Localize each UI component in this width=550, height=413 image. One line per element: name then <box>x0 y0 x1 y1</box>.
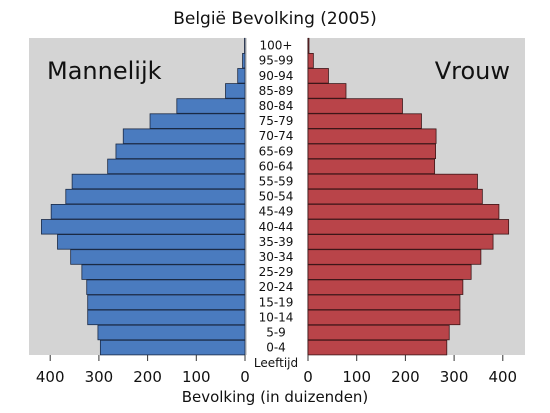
male-label: Mannelijk <box>47 57 162 85</box>
male-tick-label: 200 <box>133 368 162 386</box>
female-bar-15-19 <box>307 294 461 311</box>
male-bar-45-49 <box>50 203 246 220</box>
female-bar-80-84 <box>307 98 403 114</box>
age-label-55-59: 55-59 <box>259 175 294 189</box>
male-bar-55-59 <box>71 173 246 190</box>
female-bar-0-4 <box>307 339 448 356</box>
age-label-10-14: 10-14 <box>259 310 294 324</box>
age-label-60-64: 60-64 <box>259 159 294 173</box>
age-label-40-44: 40-44 <box>259 220 294 234</box>
age-label-75-79: 75-79 <box>259 114 294 128</box>
male-bar-60-64 <box>107 158 246 175</box>
male-bar-85-89 <box>225 83 246 99</box>
female-tick-label: 300 <box>440 368 469 386</box>
male-bar-65-69 <box>115 143 246 160</box>
male-bar-75-79 <box>149 113 246 129</box>
female-bar-25-29 <box>307 264 472 280</box>
chart-title: België Bevolking (2005) <box>173 9 377 29</box>
male-bar-35-39 <box>57 234 246 250</box>
female-bar-40-44 <box>307 219 510 235</box>
female-bar-5-9 <box>307 324 450 341</box>
female-tick-label: 200 <box>391 368 420 386</box>
female-bar-70-74 <box>307 128 437 144</box>
female-bar-45-49 <box>307 203 500 220</box>
age-label-70-74: 70-74 <box>259 129 294 143</box>
age-label-80-84: 80-84 <box>259 99 294 113</box>
male-bar-80-84 <box>176 98 246 114</box>
age-label-95-99: 95-99 <box>259 54 294 68</box>
male-bar-0-4 <box>99 339 246 356</box>
age-label-5-9: 5-9 <box>266 326 286 340</box>
female-bar-10-14 <box>307 309 461 326</box>
age-axis-label: Leeftijd <box>254 356 298 370</box>
age-label-15-19: 15-19 <box>259 295 294 309</box>
male-tick-label: 0 <box>240 368 250 386</box>
x-axis-label: Bevolking (in duizenden) <box>182 388 369 406</box>
female-bar-20-24 <box>307 279 464 295</box>
female-bar-90-94 <box>307 68 329 84</box>
female-bar-30-34 <box>307 249 482 265</box>
male-tick-label: 400 <box>36 368 65 386</box>
female-tick-label: 100 <box>342 368 371 386</box>
age-label-30-34: 30-34 <box>259 250 294 264</box>
male-tick-label: 300 <box>85 368 114 386</box>
male-bar-5-9 <box>97 324 246 341</box>
age-label-0-4: 0-4 <box>266 341 286 355</box>
male-bar-20-24 <box>86 279 246 295</box>
age-label-90-94: 90-94 <box>259 69 294 83</box>
male-bar-95-99 <box>242 53 246 69</box>
female-bar-75-79 <box>307 113 422 129</box>
female-tick-label: 0 <box>303 368 313 386</box>
age-label-65-69: 65-69 <box>259 144 294 158</box>
female-bar-55-59 <box>307 173 478 190</box>
age-label-50-54: 50-54 <box>259 190 294 204</box>
male-tick-label: 100 <box>182 368 211 386</box>
male-bar-30-34 <box>70 249 246 265</box>
female-bar-35-39 <box>307 234 494 250</box>
female-bar-60-64 <box>307 158 436 175</box>
male-bar-50-54 <box>65 188 246 205</box>
female-bar-100+ <box>307 37 310 54</box>
age-label-25-29: 25-29 <box>259 265 294 279</box>
male-bar-40-44 <box>41 219 246 235</box>
age-label-85-89: 85-89 <box>259 84 294 98</box>
age-label-35-39: 35-39 <box>259 235 294 249</box>
age-label-20-24: 20-24 <box>259 280 294 294</box>
female-bar-85-89 <box>307 83 347 99</box>
male-bar-15-19 <box>87 294 246 311</box>
female-bar-65-69 <box>307 143 436 160</box>
female-label: Vrouw <box>435 57 510 85</box>
age-label-45-49: 45-49 <box>259 205 294 219</box>
female-tick-label: 400 <box>488 368 517 386</box>
female-bar-95-99 <box>307 53 314 69</box>
male-bar-70-74 <box>122 128 246 144</box>
male-bar-25-29 <box>81 264 246 280</box>
female-bar-50-54 <box>307 188 483 205</box>
male-bar-90-94 <box>237 68 246 84</box>
age-label-100+: 100+ <box>260 39 293 53</box>
male-bar-10-14 <box>87 309 246 326</box>
